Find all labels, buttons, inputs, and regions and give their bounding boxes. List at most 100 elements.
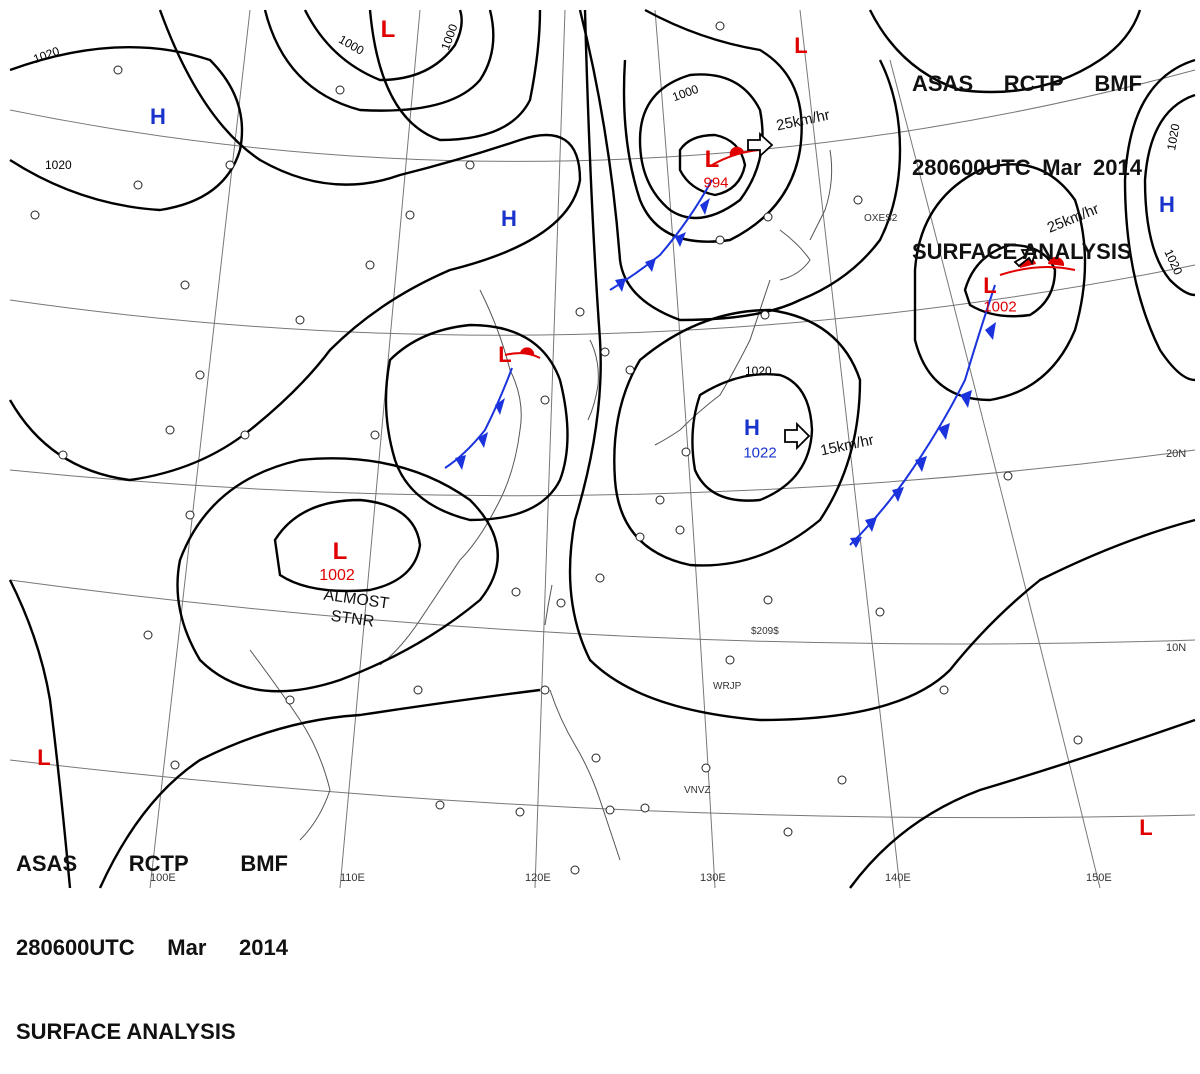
station-circle [701,763,711,773]
station-circle [405,210,415,220]
station-circle [725,655,735,665]
high-center-west: H [150,104,166,129]
longitude-label: 140E [885,872,911,884]
isobar-southern [8,579,72,889]
low-center-east-china: L [498,342,512,367]
isobar-south-china-low-outer [176,457,499,693]
station-circle [365,260,375,270]
header-time: 280600UTC [912,155,1031,180]
front-barb [700,198,710,215]
station-circle [143,630,153,640]
coastline-taiwan [544,584,553,626]
longitude-label: 150E [1086,872,1112,884]
isobar-south-china-low-inner [273,498,422,593]
station-circle [763,212,773,222]
front-barb [455,455,466,470]
isobar-outer-east [1123,58,1196,382]
station-circle [681,447,691,457]
coastline-sakhalin [809,149,833,241]
station-circle [595,573,605,583]
station-circle [655,495,665,505]
cold-front-east-pacific [849,284,996,546]
isobar-southeast [849,718,1196,889]
station-circle [515,807,525,817]
isobar-outer-north [368,9,542,142]
station-circle [556,598,566,608]
station-circle [540,685,550,695]
station-circle [540,395,550,405]
station-circle [58,450,68,460]
station-circle [763,595,773,605]
fronts [444,146,1076,548]
station-circle [195,370,205,380]
station-circle [675,525,685,535]
station-circle [760,310,770,320]
station-circle [853,195,863,205]
front-dome [729,146,744,156]
parallel-line [9,69,1196,162]
front-barb [645,258,656,272]
station-circle [240,430,250,440]
front-barb [615,278,626,292]
meridian-line [534,9,566,889]
header-top-right: ASAS RCTP BMF 280600UTC Mar 2014 SURFACE… [912,14,1142,294]
low-pressure-value-north-korea: 994 [703,174,729,192]
station-circle [335,85,345,95]
low-center-top: L [380,16,396,43]
ship-callsign: VNVZ [684,785,711,796]
isobar-east-low-outer [913,163,1087,402]
isobar-1020-japan-high [691,373,814,502]
station-circle [575,307,585,317]
header-row-1: ASAS RCTP BMF [16,850,288,878]
station-circle [939,685,949,695]
header-month: Mar [167,935,207,960]
front-barb [850,537,862,548]
low-center-bottom-left: L [37,745,51,770]
header-month: Mar [1042,155,1082,180]
longitude-label: 100E [150,872,176,884]
surface-analysis-map [8,8,1196,889]
isobar-trough-korea [578,9,902,322]
parallel-line [9,759,1196,819]
station-circle [837,775,847,785]
isobar-central-south [568,9,1196,722]
station-circle [185,510,195,520]
station-circle [113,65,123,75]
low-center-north-korea: L [704,146,720,173]
coastline-hokkaido [779,229,811,281]
motion-arrows [747,131,1038,451]
coastline-philippines [549,689,621,861]
isobar-east-edge [868,9,1142,94]
station-circle [570,865,580,875]
isobar-southwest [98,688,541,889]
front-barb [960,390,972,408]
ship-callsign: WRJP [713,681,742,692]
header-row-2: 280600UTC Mar 2014 [912,154,1142,182]
coastlines [249,149,833,861]
station-circle [625,365,635,375]
station-circle [465,160,475,170]
station-circle [511,587,521,597]
low-pressure-value-south-china: 1002 [319,567,355,584]
isobar-ridge-north-china [8,9,582,482]
station-circle [715,235,725,245]
coastline-japan [654,279,771,446]
isobar-east-low-inner [963,243,1057,318]
front-barb [675,232,686,247]
isobar-east-china-low [384,323,569,522]
high-center-north-china: H [501,206,517,231]
station-circle [783,827,793,837]
header-row-2: 280600UTC Mar 2014 [16,934,288,962]
warm-front-east-pacific [999,266,1076,276]
low-center-east-pacific: L [983,273,997,298]
motion-arrow-east [1013,249,1038,268]
station-circle [605,805,615,815]
coastline-korea [587,339,599,421]
header-title: SURFACE ANALYSIS [912,239,1132,264]
station-circle [715,21,725,31]
isobar-1020-far-east [1143,93,1196,297]
header-product: ASAS [16,851,78,876]
ship-callsign: $209$ [751,626,779,637]
isobar-994-outer [638,73,764,220]
header-source: BMF [240,851,288,876]
